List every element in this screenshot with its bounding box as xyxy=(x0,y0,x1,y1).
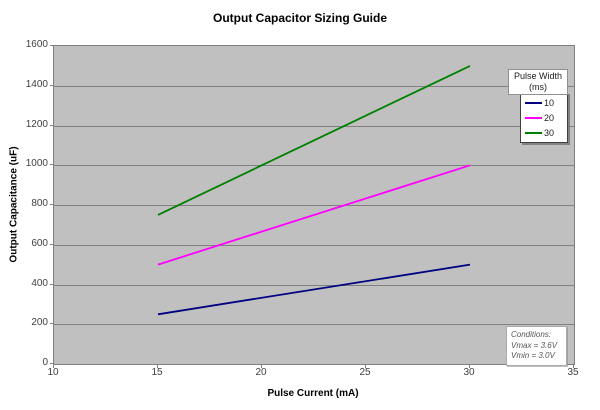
y-tick-label: 200 xyxy=(31,317,48,329)
series-line-20ms xyxy=(157,164,471,266)
legend-line-swatch xyxy=(525,116,542,119)
conditions-label: Conditions: xyxy=(511,330,552,339)
x-tick-label: 10 xyxy=(47,367,59,378)
series-line-30ms xyxy=(157,65,471,216)
y-tick-mark xyxy=(50,363,54,364)
x-tick-mark xyxy=(157,364,158,368)
x-tick-label: 20 xyxy=(255,367,267,378)
legend-line-swatch xyxy=(525,131,542,134)
conditions-vmin: Vmin = 3.0V xyxy=(511,351,555,360)
plot-area xyxy=(53,45,575,365)
y-tick-label: 400 xyxy=(31,277,48,289)
legend-entry: 10 xyxy=(521,95,567,110)
y-tick-mark xyxy=(50,244,54,245)
x-tick-label: 35 xyxy=(567,367,579,378)
y-tick-mark xyxy=(50,323,54,324)
gridline xyxy=(54,324,574,325)
y-tick-mark xyxy=(50,125,54,126)
y-tick-label: 0 xyxy=(42,357,48,368)
x-axis-title: Pulse Current (mA) xyxy=(267,388,359,399)
x-tick-mark xyxy=(53,364,54,368)
gridline xyxy=(54,165,574,166)
y-tick-label: 600 xyxy=(31,237,48,249)
legend-title-line2: (ms) xyxy=(529,82,547,92)
y-tick-mark xyxy=(50,164,54,165)
y-tick-label: 1400 xyxy=(25,78,48,90)
x-tick-label: 25 xyxy=(359,367,371,378)
conditions-vmax: Vmax = 3.6V xyxy=(511,340,558,350)
y-tick-label: 800 xyxy=(31,198,48,209)
legend-entry-label: 20 xyxy=(544,112,555,123)
x-tick-mark xyxy=(261,364,262,368)
legend-entry-label: 10 xyxy=(544,97,555,108)
y-tick-label: 1000 xyxy=(25,158,48,170)
legend-line-swatch xyxy=(525,101,542,104)
y-tick-label: 1600 xyxy=(25,39,48,50)
gridline xyxy=(54,126,574,127)
gridline xyxy=(54,205,574,206)
legend-title: Pulse Width (ms) xyxy=(508,69,568,95)
x-tick-label: 15 xyxy=(151,367,163,378)
gridline xyxy=(54,285,574,286)
chart-title: Output Capacitor Sizing Guide xyxy=(213,11,387,25)
legend: 10 20 30 xyxy=(520,92,568,143)
legend-entry-label: 30 xyxy=(544,127,555,138)
x-tick-mark xyxy=(469,364,470,368)
x-tick-mark xyxy=(573,364,574,368)
y-tick-mark xyxy=(50,45,54,46)
y-tick-label: 1200 xyxy=(25,118,48,130)
gridline xyxy=(54,245,574,246)
series-line-10ms xyxy=(157,263,471,316)
x-tick-mark xyxy=(365,364,366,368)
gridline xyxy=(54,86,574,87)
legend-title-line1: Pulse Width xyxy=(513,71,563,81)
y-tick-mark xyxy=(50,85,54,86)
x-tick-label: 30 xyxy=(463,367,475,378)
y-tick-mark xyxy=(50,284,54,285)
data-lines xyxy=(157,65,471,316)
legend-entry: 20 xyxy=(521,110,567,125)
conditions-annotation: Conditions: Vmax = 3.6V Vmin = 3.0V xyxy=(506,326,567,366)
legend-entry: 30 xyxy=(521,125,567,140)
y-tick-mark xyxy=(50,204,54,205)
